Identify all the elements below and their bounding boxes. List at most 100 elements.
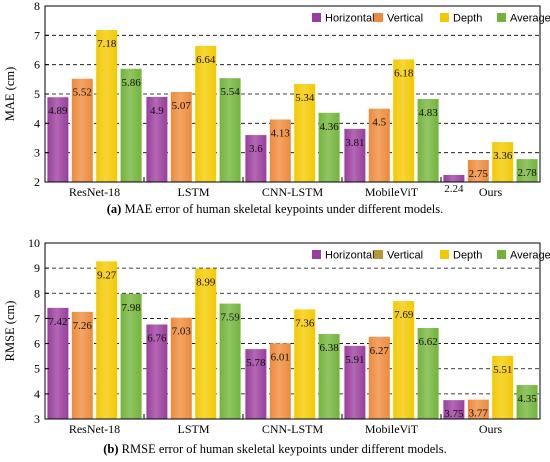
bar-horizontal <box>146 96 168 182</box>
y-tick-label: 5 <box>34 362 40 376</box>
bar-depth <box>195 268 217 419</box>
data-label: 7.59 <box>220 312 240 324</box>
y-tick-label: 5 <box>34 87 40 101</box>
caption-b: (b) RMSE error of human skeletal keypoin… <box>0 442 550 457</box>
y-axis-label: MAE (cm) <box>3 67 17 122</box>
bar-horizontal <box>146 324 168 419</box>
legend-swatch-depth <box>440 250 449 259</box>
caption-b-text: RMSE error of human skeletal keypoints u… <box>118 442 447 456</box>
data-label: 6.64 <box>196 54 216 66</box>
bar-depth <box>294 84 316 182</box>
data-label: 3.6 <box>249 143 263 155</box>
data-label: 9.27 <box>97 269 117 281</box>
data-label: 7.03 <box>172 326 192 338</box>
bar-average <box>516 159 538 182</box>
data-label: 5.34 <box>295 92 315 104</box>
legend-label-depth: Depth <box>453 250 482 262</box>
bar-average <box>120 68 142 182</box>
data-label: 6.62 <box>418 336 437 348</box>
y-tick-label: 8 <box>34 0 40 13</box>
data-label: 6.38 <box>319 342 339 354</box>
data-label: 2.75 <box>469 168 489 180</box>
legend-label-vertical: Vertical <box>387 250 423 262</box>
caption-a-text: MAE error of human skeletal keypoints un… <box>121 202 444 216</box>
x-tick-label: CNN-LSTM <box>262 185 324 199</box>
legend-swatch-horizontal <box>312 250 321 259</box>
data-label: 7.36 <box>295 317 315 329</box>
y-tick-label: 6 <box>34 337 40 351</box>
bar-horizontal <box>443 174 465 182</box>
bar-vertical <box>71 311 93 419</box>
legend: Horizontal Vertical Depth Average <box>312 250 550 262</box>
chart-a: 4.89 4.9 3.6 3.81 2.24 5.52 5.07 4.13 4.5 2.75 7.1… <box>3 0 550 199</box>
data-label: 7.69 <box>394 309 414 321</box>
caption-a: (a) MAE error of human skeletal keypoint… <box>0 202 550 217</box>
legend-swatch-average <box>497 13 506 22</box>
bar-average <box>417 327 439 419</box>
plot-frame <box>44 242 541 420</box>
data-label: 5.07 <box>172 100 192 112</box>
data-label: 6.18 <box>394 67 414 79</box>
bar-horizontal <box>245 349 267 419</box>
bar-depth <box>492 355 514 419</box>
bar-average <box>120 293 142 419</box>
data-label: 4.83 <box>418 107 438 119</box>
legend: Horizontal Vertical Depth Average <box>312 13 550 25</box>
data-label: 6.76 <box>147 332 167 344</box>
data-label: 4.9 <box>150 105 164 117</box>
data-label: 3.36 <box>493 150 513 162</box>
data-label: 5.51 <box>493 364 512 376</box>
data-label: 7.18 <box>97 38 117 50</box>
caption-a-prefix: (a) <box>106 202 122 216</box>
y-tick-label: 4 <box>34 116 40 130</box>
x-tick-label: Ours <box>479 422 503 436</box>
bar-depth <box>96 261 118 419</box>
x-tick-label: ResNet-18 <box>69 185 120 199</box>
data-label: 3.75 <box>444 408 464 420</box>
bar-vertical <box>368 336 390 419</box>
data-label: 6.01 <box>271 351 290 363</box>
legend-swatch-depth <box>440 13 449 22</box>
bar-horizontal <box>344 128 366 182</box>
legend-label-depth: Depth <box>453 13 482 25</box>
data-label: 4.5 <box>372 117 386 129</box>
bar-average <box>318 334 340 419</box>
legend-label-average: Average <box>510 13 550 25</box>
data-label: 2.24 <box>444 183 464 195</box>
bar-depth <box>195 45 217 182</box>
y-axis-label: RMSE (cm) <box>3 301 17 362</box>
data-label: 5.78 <box>246 357 266 369</box>
data-label: 7.42 <box>48 316 67 328</box>
data-label: 5.54 <box>220 86 240 98</box>
data-label: 4.36 <box>319 121 339 133</box>
x-tick-label: ResNet-18 <box>69 422 120 436</box>
bar-horizontal <box>344 345 366 419</box>
data-label: 3.81 <box>345 137 364 149</box>
bar-vertical <box>269 343 291 419</box>
data-label: 4.13 <box>271 128 291 140</box>
bar-depth <box>96 30 118 183</box>
bar-horizontal <box>245 135 267 182</box>
data-label: 6.27 <box>370 345 390 357</box>
legend-label-horizontal: Horizontal <box>325 13 375 25</box>
legend-swatch-horizontal <box>312 13 321 22</box>
bar-vertical <box>467 399 489 419</box>
x-tick-label: CNN-LSTM <box>262 422 324 436</box>
y-tick-label: 6 <box>34 58 40 72</box>
bar-average <box>516 385 538 419</box>
data-label: 5.86 <box>121 77 141 89</box>
legend-label-average: Average <box>510 250 550 262</box>
data-label: 7.26 <box>73 320 93 332</box>
data-label: 8.99 <box>196 276 216 288</box>
x-tick-label: MobileViT <box>365 185 419 199</box>
legend-swatch-vertical <box>374 13 383 22</box>
y-tick-label: 3 <box>34 412 40 426</box>
legend-label-horizontal: Horizontal <box>325 250 375 262</box>
data-label: 5.52 <box>73 87 92 99</box>
caption-b-prefix: (b) <box>103 442 119 456</box>
chart-b: 7.42 6.76 5.78 5.91 3.75 7.26 7.03 6.01 6.27 3.77… <box>3 236 550 436</box>
data-label: 7.98 <box>121 302 141 314</box>
y-tick-label: 9 <box>34 261 40 275</box>
data-label: 5.91 <box>345 354 364 366</box>
